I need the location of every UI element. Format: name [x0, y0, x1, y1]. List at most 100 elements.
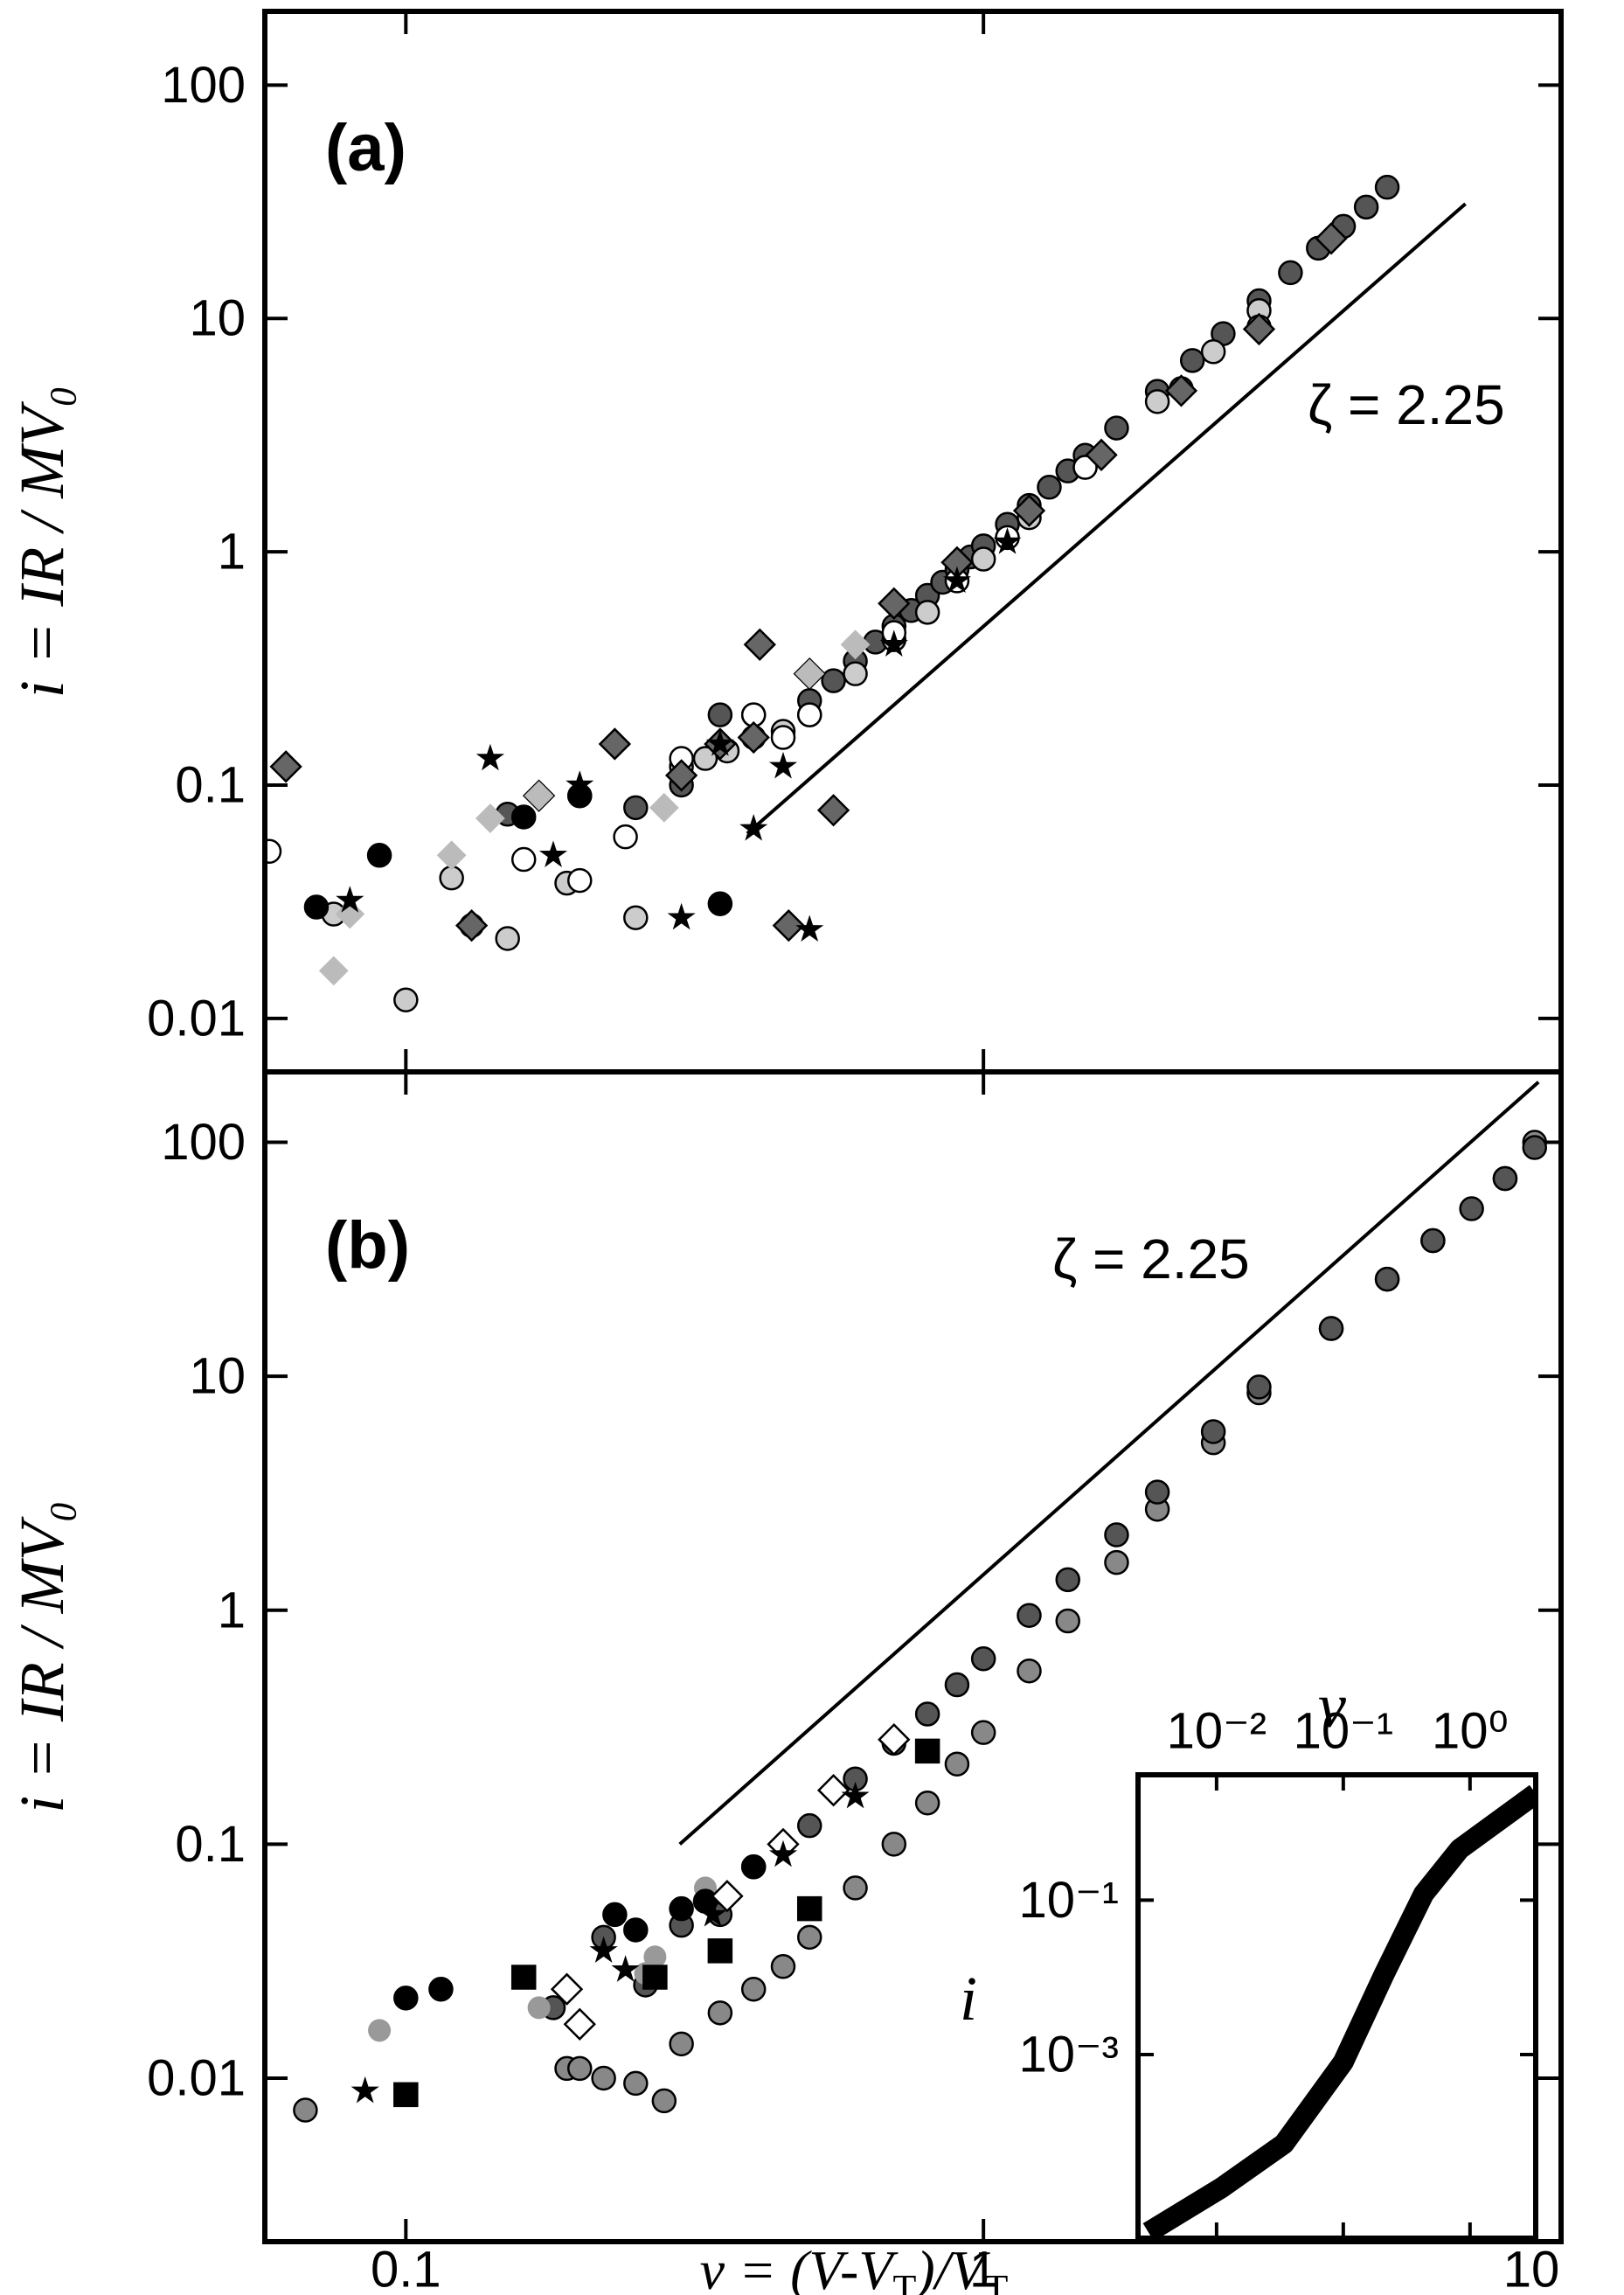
marker: [567, 2055, 593, 2082]
plot-area: [265, 174, 1467, 1012]
marker: [914, 1738, 940, 1764]
marker: [795, 915, 824, 942]
marker: [602, 1902, 628, 1928]
marker: [942, 566, 971, 594]
marker: [843, 1875, 868, 1901]
marker: [1318, 1316, 1344, 1341]
marker: [878, 1723, 911, 1756]
marker: [566, 770, 594, 797]
marker: [1459, 1196, 1484, 1221]
marker: [269, 750, 302, 783]
marker: [1353, 194, 1379, 220]
marker: [524, 781, 554, 811]
x-axis-label-part: ν = (V-V: [700, 2239, 899, 2295]
marker: [770, 725, 796, 750]
marker: [393, 1986, 419, 2011]
y-tick-label: 0.01: [147, 2049, 246, 2106]
marker: [1144, 389, 1170, 414]
marker: [772, 908, 805, 942]
marker: [970, 546, 996, 572]
marker: [768, 1839, 798, 1867]
frame: [262, 9, 1564, 1074]
marker: [1315, 222, 1348, 255]
marker: [623, 1917, 649, 1943]
marker: [1017, 1658, 1042, 1684]
y-tick-label: 10: [189, 290, 246, 347]
marker: [1374, 174, 1400, 200]
marker: [739, 814, 768, 841]
marker: [611, 1955, 640, 1982]
x-tick-label: 10⁰: [1432, 1703, 1509, 1760]
marker: [669, 1895, 694, 1922]
marker: [667, 902, 696, 930]
marker: [642, 1965, 668, 1990]
marker: [1374, 1266, 1400, 1292]
marker: [1072, 455, 1098, 480]
marker: [796, 1924, 822, 1951]
marker: [843, 661, 868, 686]
curve: [1142, 1784, 1536, 2238]
annotation: ζ = 2.25: [1052, 1227, 1250, 1290]
marker: [1055, 1567, 1080, 1593]
y-tick-label: 0.01: [147, 990, 246, 1047]
fit-line: [746, 202, 1467, 835]
marker: [591, 2065, 616, 2091]
marker: [318, 956, 349, 986]
marker: [914, 600, 940, 625]
frame: [262, 1069, 1564, 2244]
marker: [944, 1672, 970, 1698]
x-axis-label-part: T: [892, 2267, 916, 2295]
marker: [796, 702, 822, 727]
marker: [455, 908, 489, 942]
marker: [914, 1790, 940, 1816]
marker: [527, 1996, 551, 2020]
marker: [1012, 494, 1046, 527]
marker: [840, 629, 871, 660]
marker: [1017, 1603, 1042, 1628]
marker: [711, 1880, 744, 1913]
marker: [643, 1945, 667, 1969]
marker: [740, 1854, 767, 1880]
x-axis-label: ν: [1318, 1671, 1346, 1741]
frame: [1135, 1772, 1538, 2241]
marker: [589, 1936, 618, 1963]
marker: [265, 838, 282, 865]
marker: [743, 628, 776, 661]
marker: [495, 926, 520, 951]
marker: [1104, 1522, 1129, 1547]
y-tick-label: 1: [218, 1582, 246, 1638]
marker: [598, 727, 632, 761]
marker: [623, 905, 649, 930]
marker: [944, 1751, 970, 1777]
marker: [914, 1701, 940, 1727]
marker: [669, 2031, 694, 2057]
marker: [613, 824, 638, 850]
panel-label: (a): [325, 111, 406, 185]
marker: [881, 1832, 907, 1857]
marker: [770, 1954, 796, 1979]
marker: [475, 803, 505, 833]
y-axis-label: i: [960, 1964, 977, 2034]
marker: [1420, 1227, 1446, 1254]
marker: [293, 2097, 318, 2123]
marker: [970, 1720, 996, 1745]
marker: [1246, 1374, 1272, 1400]
marker: [510, 804, 537, 830]
marker: [664, 759, 698, 792]
plot-area: [293, 1081, 1548, 2123]
annotation: ζ = 2.25: [1308, 373, 1505, 436]
marker: [366, 843, 392, 868]
y-tick-label: 10⁻¹: [1019, 1872, 1119, 1929]
marker: [970, 1646, 996, 1672]
marker: [816, 1774, 850, 1807]
x-axis-label-part: )/V: [913, 2239, 990, 2295]
marker: [737, 720, 770, 755]
marker: [1200, 1419, 1226, 1444]
marker: [1492, 1165, 1518, 1192]
marker: [878, 587, 911, 620]
marker: [1055, 1608, 1080, 1634]
marker: [567, 867, 593, 894]
marker: [993, 527, 1022, 554]
marker: [1104, 415, 1129, 441]
